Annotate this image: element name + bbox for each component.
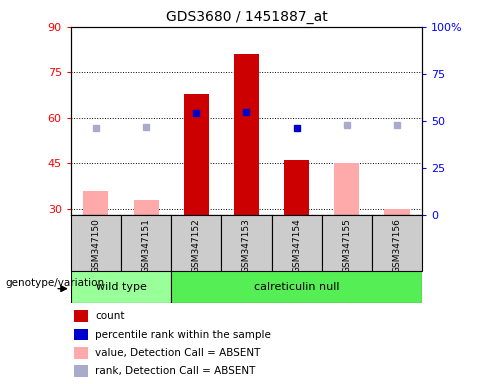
- Bar: [71, 215, 121, 271]
- Text: GSM347151: GSM347151: [142, 218, 151, 273]
- Bar: [171, 271, 422, 303]
- Bar: [372, 215, 422, 271]
- Text: GSM347152: GSM347152: [192, 218, 201, 273]
- Text: genotype/variation: genotype/variation: [5, 278, 104, 288]
- Text: value, Detection Call = ABSENT: value, Detection Call = ABSENT: [95, 348, 261, 358]
- Bar: [71, 271, 171, 303]
- Bar: [284, 161, 309, 215]
- Text: wild type: wild type: [96, 282, 146, 292]
- Bar: [385, 209, 409, 215]
- Text: calreticulin null: calreticulin null: [254, 282, 339, 292]
- Title: GDS3680 / 1451887_at: GDS3680 / 1451887_at: [165, 10, 327, 25]
- Bar: [222, 215, 271, 271]
- Bar: [74, 311, 88, 322]
- Bar: [334, 164, 359, 215]
- Bar: [74, 365, 88, 377]
- Bar: [74, 347, 88, 359]
- Text: GSM347154: GSM347154: [292, 218, 301, 273]
- Bar: [322, 215, 372, 271]
- Bar: [134, 200, 159, 215]
- Bar: [183, 94, 209, 215]
- Text: count: count: [95, 311, 125, 321]
- Text: GSM347150: GSM347150: [91, 218, 101, 273]
- Text: GSM347153: GSM347153: [242, 218, 251, 273]
- Text: percentile rank within the sample: percentile rank within the sample: [95, 329, 271, 339]
- Bar: [234, 54, 259, 215]
- Bar: [74, 329, 88, 340]
- Text: GSM347156: GSM347156: [392, 218, 402, 273]
- Bar: [171, 215, 222, 271]
- Bar: [271, 215, 322, 271]
- Bar: [83, 191, 108, 215]
- Bar: [121, 215, 171, 271]
- Text: rank, Detection Call = ABSENT: rank, Detection Call = ABSENT: [95, 366, 256, 376]
- Text: GSM347155: GSM347155: [342, 218, 351, 273]
